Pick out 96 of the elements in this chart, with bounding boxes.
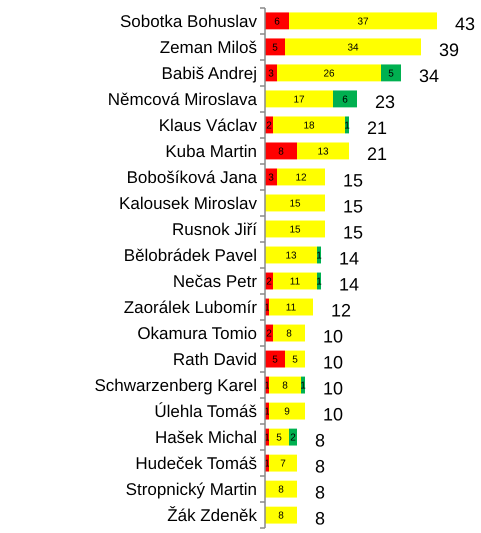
data-label: 5 [292, 354, 298, 366]
bar [277, 168, 325, 186]
data-label: 5 [272, 42, 278, 54]
total-label: 43 [455, 14, 476, 34]
total-label: 21 [367, 144, 388, 164]
data-label: 11 [286, 302, 297, 314]
data-label: 2 [266, 328, 272, 340]
total-label: 8 [315, 482, 326, 502]
bar [333, 90, 357, 108]
total-label: 8 [315, 508, 326, 528]
bar [269, 376, 301, 394]
y-tick-label: Hudeček Tomáš [135, 454, 257, 474]
y-tick-label: Zaorálek Lubomír [124, 298, 258, 317]
bar [269, 298, 313, 316]
total-label: 39 [439, 40, 460, 60]
bar [285, 350, 305, 368]
y-tick-label: Babiš Andrej [162, 64, 257, 83]
total-label: 8 [315, 430, 326, 450]
data-label: 8 [286, 328, 292, 340]
total-label: 14 [339, 274, 360, 294]
data-label: 9 [284, 406, 290, 418]
bar [269, 428, 289, 446]
bar [265, 480, 297, 498]
bar [265, 12, 289, 30]
data-label: 2 [266, 276, 272, 288]
data-label: 18 [303, 120, 315, 132]
data-label: 3 [268, 68, 274, 80]
total-label: 10 [323, 404, 344, 424]
data-label: 5 [388, 68, 394, 80]
y-tick-label: Bělobrádek Pavel [124, 246, 257, 265]
bar [277, 64, 381, 82]
data-label: 15 [289, 198, 301, 210]
data-label: 26 [323, 68, 335, 80]
y-tick-label: Rath David [172, 350, 257, 369]
total-label: 15 [343, 170, 364, 190]
y-tick-label: Kalousek Miroslav [119, 194, 258, 213]
total-label: 14 [339, 248, 360, 268]
y-tick-label: Úlehla Tomáš [154, 402, 257, 422]
total-label: 10 [323, 326, 344, 346]
data-label: 8 [278, 510, 284, 522]
bar [273, 324, 305, 342]
data-label: 6 [342, 94, 348, 106]
y-tick-label: Němcová Miroslava [108, 90, 258, 109]
y-tick-label: Okamura Tomio [137, 324, 257, 343]
bar [269, 402, 305, 420]
total-label: 10 [323, 352, 344, 372]
data-label: 8 [282, 380, 288, 392]
data-label: 3 [268, 172, 274, 184]
data-label: 5 [276, 432, 282, 444]
total-label: 15 [343, 222, 364, 242]
data-label: 8 [278, 484, 284, 496]
bar [269, 454, 297, 472]
y-tick-label: Nečas Petr [172, 272, 258, 291]
bar [273, 116, 345, 134]
total-label: 12 [331, 300, 352, 320]
data-label: 2 [266, 120, 272, 132]
bar [265, 220, 325, 238]
bar [381, 64, 401, 82]
data-label: 15 [289, 224, 301, 236]
data-label: 8 [278, 146, 284, 158]
data-label: 13 [317, 146, 329, 158]
bar [265, 142, 297, 160]
data-label: 5 [272, 354, 278, 366]
y-tick-label: Sobotka Bohuslav [120, 12, 258, 31]
y-tick-label: Stropnický Martin [126, 480, 257, 500]
data-label: 34 [347, 42, 359, 54]
data-label: 37 [357, 16, 369, 28]
bar [297, 142, 349, 160]
bar [273, 272, 317, 290]
total-label: 34 [419, 66, 440, 86]
y-tick-label: Zeman Miloš [160, 38, 257, 57]
y-tick-label: Rusnok Jiří [172, 220, 258, 239]
y-tick-label: Hašek Michal [154, 428, 257, 448]
total-label: 21 [367, 118, 388, 138]
data-label: 12 [295, 172, 307, 184]
y-tick-label: Schwarzenberg Karel [94, 376, 257, 396]
bar [289, 12, 437, 30]
data-label: 17 [293, 94, 305, 106]
total-label: 10 [323, 378, 344, 398]
y-tick-label: Žák Zdeněk [167, 506, 258, 526]
bar [265, 506, 297, 524]
total-label: 23 [375, 92, 396, 112]
y-tick-label: Kuba Martin [165, 142, 257, 161]
data-label: 7 [280, 458, 286, 470]
data-label: 6 [274, 16, 280, 28]
total-label: 8 [315, 456, 326, 476]
bar [285, 38, 421, 56]
bar [265, 194, 325, 212]
y-tick-label: Bobošíková Jana [126, 168, 258, 187]
bar [265, 90, 333, 108]
data-label: 13 [285, 250, 297, 262]
data-label: 2 [290, 432, 296, 444]
total-label: 15 [343, 196, 364, 216]
bar [265, 246, 317, 264]
data-label: 11 [290, 276, 301, 288]
y-tick-label: Klaus Václav [158, 116, 258, 135]
